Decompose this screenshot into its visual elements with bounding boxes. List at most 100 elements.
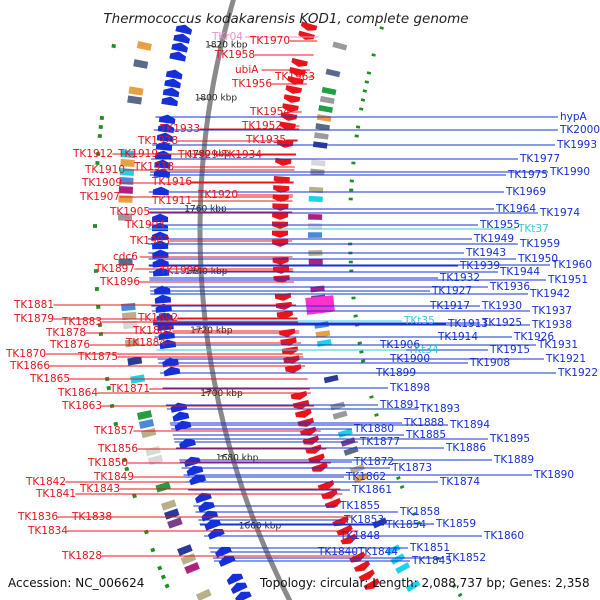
cog-category-block [118, 195, 133, 203]
plus-strand-gene [162, 87, 180, 98]
plus-strand-gene [152, 231, 169, 241]
minus-strand-gene [274, 292, 292, 301]
gene-label-tk1898: TK1898 [389, 382, 430, 394]
cog-category-block [316, 114, 332, 122]
gene-label-tk1929: TK1929 [177, 149, 218, 161]
cog-category-block [145, 445, 161, 457]
gc-marker [366, 71, 372, 75]
cog-category-block [343, 446, 359, 456]
cog-category-block [138, 419, 155, 430]
plus-strand-gene [198, 501, 215, 513]
gene-label-tk1862: TK1862 [345, 471, 386, 483]
gene-label-tk1865: TK1865 [29, 373, 70, 385]
plus-strand-gene [161, 96, 178, 107]
cog-category-block [308, 232, 323, 238]
plus-strand-gene [152, 249, 169, 259]
plus-strand-gene [195, 492, 212, 504]
minus-strand-gene [272, 230, 289, 238]
gene-label-tk1911: TK1911 [151, 195, 192, 207]
gene-label-tk1863: TK1863 [61, 400, 102, 412]
gc-marker [96, 305, 101, 309]
gc-marker [411, 511, 417, 517]
minus-strand-gene [285, 85, 303, 94]
gene-label-tk1875: TK1875 [77, 351, 118, 363]
plus-strand-gene [162, 357, 179, 368]
gc-marker [355, 125, 361, 129]
scale-tick-label: 1680 kbp [216, 453, 259, 463]
gene-label-tk1899: TK1899 [375, 367, 416, 379]
minus-strand-gene [292, 399, 310, 409]
minus-strand-gene [273, 185, 290, 193]
cog-category-block [308, 258, 323, 266]
plus-strand-gene [152, 186, 169, 196]
plus-strand-gene [189, 474, 207, 486]
gene-label-tk1834: TK1834 [27, 525, 68, 537]
gene-label-tk1933: TK1933 [159, 123, 200, 135]
gene-label-tk1884: TK1884 [125, 337, 166, 349]
gene-label-tkt37: TKt37 [517, 223, 549, 235]
gene-label-tk1874: TK1874 [439, 476, 480, 488]
minus-strand-gene [280, 337, 297, 346]
gene-label-tk1840: TK1840 [317, 546, 358, 558]
cog-category-block [330, 401, 346, 411]
gene-label-tk1887: TK1887 [132, 325, 173, 337]
gene-label-tk1871: TK1871 [109, 383, 150, 395]
plus-strand-gene [172, 411, 190, 422]
gene-label-tk1903: TK1903 [129, 235, 170, 247]
gene-label-tk1870: TK1870 [5, 348, 46, 360]
gene-label-tk1931: TK1931 [537, 339, 578, 351]
gc-marker [379, 26, 384, 30]
gene-label-tk1930: TK1930 [481, 300, 522, 312]
minus-strand-gene [324, 497, 342, 509]
gc-marker [132, 493, 137, 499]
minus-strand-gene [272, 194, 289, 202]
minus-strand-gene [317, 480, 335, 490]
scale-tick-mark [198, 97, 207, 100]
minus-strand-gene [291, 57, 308, 67]
gc-marker [124, 466, 130, 472]
cog-category-block [195, 588, 212, 600]
cog-category-block [184, 562, 200, 574]
cog-category-block [177, 544, 193, 556]
scale-tick-mark [208, 44, 217, 48]
gc-marker [371, 53, 376, 57]
plus-strand-gene [159, 339, 177, 350]
cog-category-block [121, 311, 137, 321]
gene-label-tk1920: TK1920 [197, 189, 238, 201]
gc-marker [99, 115, 105, 121]
gene-label-tk1890: TK1890 [533, 469, 574, 481]
minus-strand-gene [272, 203, 289, 211]
cog-category-block [311, 159, 326, 167]
cog-category-block [332, 410, 348, 420]
cog-category-block [180, 553, 197, 565]
gc-marker [369, 395, 374, 399]
gene-label-tk1858: TK1858 [399, 506, 440, 518]
gene-label-tk1914: TK1914 [437, 331, 478, 343]
minus-strand-gene [272, 257, 289, 265]
gene-label-tkt34: TKt34 [407, 344, 439, 356]
gene-label-tk1877: TK1877 [359, 436, 400, 448]
plus-strand-gene [154, 294, 172, 304]
gc-marker [164, 583, 170, 589]
gc-marker [95, 161, 100, 165]
gene-label-tk1913: TK1913 [447, 318, 488, 330]
scale-tick-label: 1820 kbp [205, 40, 248, 50]
cog-category-block [147, 454, 164, 466]
gene-label-tk1944: TK1944 [499, 266, 540, 278]
gene-label-tk1854: TK1854 [385, 519, 426, 531]
gene-label-tk1918: TK1918 [133, 161, 174, 173]
gene-label-hypa: hypA [560, 111, 588, 123]
accession-text: Accession: NC_006624 [8, 576, 144, 590]
minus-strand-gene [275, 157, 292, 166]
cog-category-block [136, 41, 152, 51]
minus-strand-gene [300, 21, 318, 31]
cog-category-block [314, 132, 329, 140]
cog-category-block [349, 464, 365, 475]
cog-category-block [318, 105, 333, 113]
cog-category-block [372, 517, 388, 529]
gene-label-tk1943: TK1943 [465, 247, 506, 259]
gc-marker [349, 179, 354, 183]
gene-label-tk1932: TK1932 [439, 272, 480, 284]
gene-label-tk1922: TK1922 [557, 367, 598, 379]
